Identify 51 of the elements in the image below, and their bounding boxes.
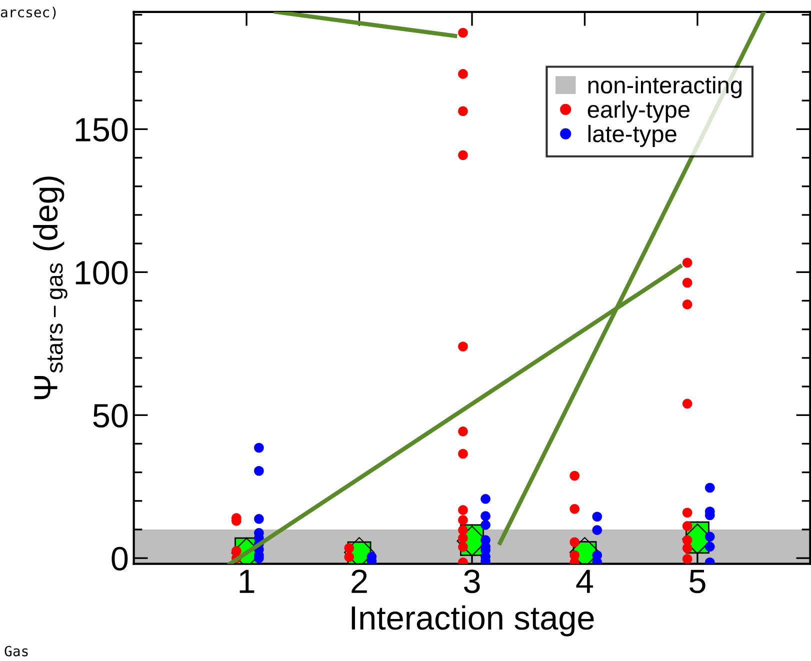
y-tick-label: 50: [93, 404, 128, 428]
point: [704, 532, 715, 542]
point: [458, 342, 468, 352]
point: [254, 514, 264, 524]
point: [458, 533, 468, 544]
text: arcsec): [0, 6, 56, 20]
point: [458, 505, 468, 515]
x-tick-label: 3: [464, 570, 480, 594]
point: [458, 542, 468, 552]
point: [704, 542, 715, 552]
text: Gas: [4, 646, 28, 656]
point: [344, 543, 354, 554]
point: [480, 520, 490, 530]
point: [458, 515, 468, 525]
point: [682, 398, 692, 409]
y-tick-label: 0: [112, 546, 128, 571]
point: [458, 426, 468, 436]
legend-label: non-interacting: [588, 76, 742, 98]
point: [480, 494, 490, 504]
point: [682, 554, 692, 564]
point: [458, 448, 468, 459]
point: [704, 482, 715, 493]
x-tick-label: 5: [690, 570, 706, 594]
x-tick-label: 2: [352, 570, 367, 593]
y-tick-label: 100: [76, 260, 128, 285]
point: [682, 258, 692, 268]
x-tick-label: 4: [576, 570, 594, 593]
point: [344, 552, 354, 562]
point: [682, 543, 692, 554]
point: [458, 150, 468, 160]
y-tick-label: 150: [76, 118, 128, 142]
x-axis-title: Interaction stage: [352, 605, 594, 636]
point: [254, 466, 264, 476]
legend-label: late-type: [588, 124, 676, 147]
point: [682, 278, 692, 288]
point: [682, 508, 692, 518]
point: [570, 470, 580, 481]
point: [592, 525, 602, 535]
point: [458, 69, 468, 79]
point: [570, 537, 580, 548]
point: [682, 300, 692, 310]
point: [480, 511, 490, 521]
y-axis-title: Ψ$_{stars−gas}$ (deg): [33, 176, 68, 400]
point: [570, 504, 580, 514]
x-tick-label: 1: [240, 570, 254, 593]
point: [592, 512, 602, 522]
legend-label: early-type: [588, 100, 690, 123]
point: [254, 442, 264, 453]
point: [682, 521, 692, 531]
point: [458, 28, 468, 38]
point: [458, 106, 468, 116]
